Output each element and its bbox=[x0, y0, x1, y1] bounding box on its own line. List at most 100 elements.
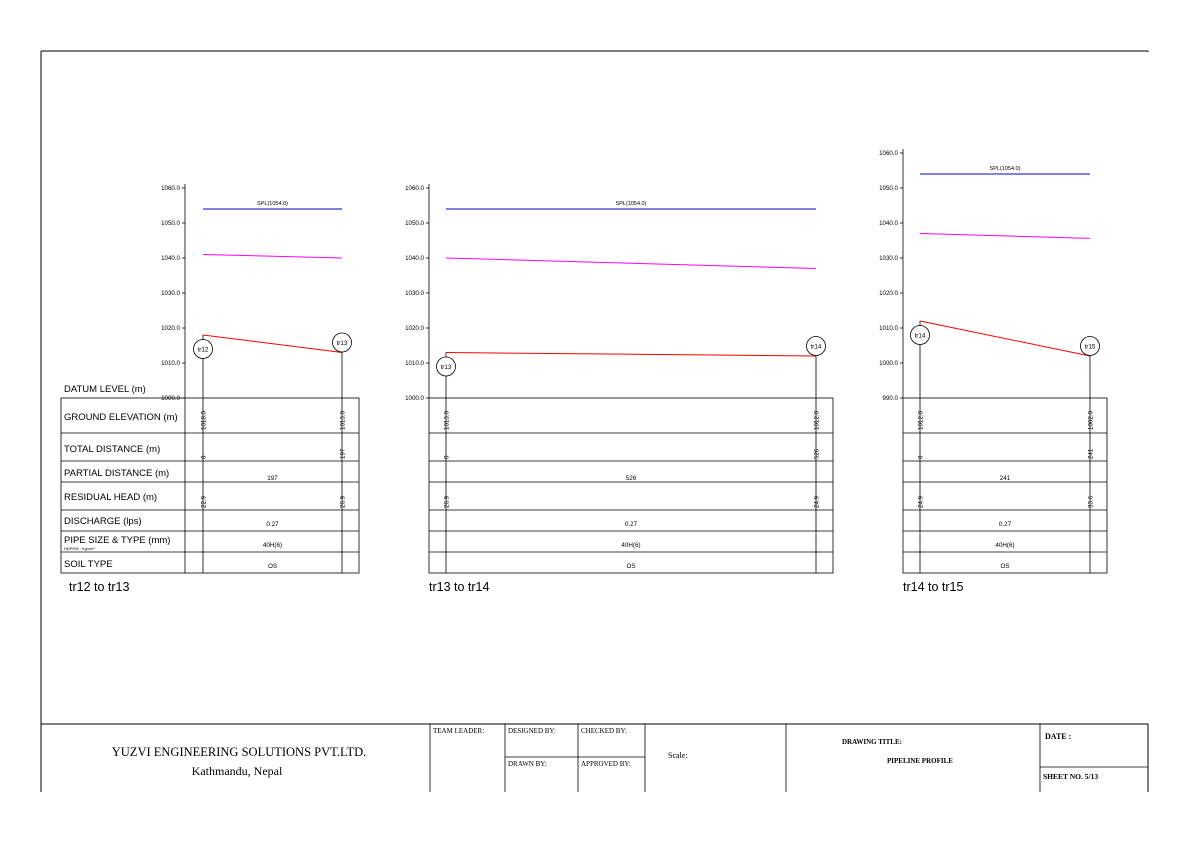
node-label: tr15 bbox=[1085, 343, 1096, 350]
axis-tick-label: 1030.0 bbox=[405, 290, 424, 297]
drawing-title: PIPELINE PROFILE bbox=[887, 757, 953, 765]
total-distance-value: 241 bbox=[1088, 448, 1095, 459]
profile-panel: 1060.0 1050.0 1040.0 1030.0 1020.0 1010.0 1000… bbox=[879, 149, 1108, 594]
profile-panel: 1060.0 1050.0 1040.0 1030.0 1020.0 1010.0 1000… bbox=[405, 184, 834, 594]
data-table bbox=[902, 397, 1108, 574]
axis-tick-label: 1020.0 bbox=[879, 290, 898, 297]
residual-head-value: 22.9 bbox=[201, 495, 208, 508]
node-circle bbox=[910, 325, 930, 345]
axis-tick-label: 1040.0 bbox=[879, 220, 898, 227]
pipe-size-value: 40H(6) bbox=[995, 542, 1014, 549]
profile-caption: tr14 to tr15 bbox=[903, 580, 963, 594]
profile-caption: tr12 to tr13 bbox=[69, 580, 129, 594]
total-distance-label: TOTAL DISTANCE (m) bbox=[64, 444, 160, 455]
total-distance-value: 197 bbox=[340, 448, 347, 459]
ground-line bbox=[202, 334, 343, 353]
node-label: tr14 bbox=[811, 343, 822, 350]
axis-tick-label: 1010.0 bbox=[879, 325, 898, 332]
ground-line bbox=[445, 352, 817, 357]
axis-tick-label: 1040.0 bbox=[405, 255, 424, 262]
residual-head-value: 26.9 bbox=[444, 495, 451, 508]
ground-elevation-value: 1002.0 bbox=[1088, 411, 1095, 430]
axis-tick-label: 1020.0 bbox=[161, 325, 180, 332]
residual-head-value: 26.9 bbox=[340, 495, 347, 508]
axis-tick-label: 1050.0 bbox=[161, 220, 180, 227]
discharge-value: 0.27 bbox=[625, 521, 638, 528]
profiles-layer: 1060.0 1050.0 1040.0 1030.0 1020.0 1010.0 1000… bbox=[60, 149, 1108, 594]
node-label: tr13 bbox=[337, 340, 348, 347]
partial-distance-value: 526 bbox=[626, 475, 637, 482]
ground-line bbox=[919, 320, 1091, 357]
title-block: YUZVI ENGINEERING SOLUTIONS PVT.LTD. Kat… bbox=[41, 723, 1149, 792]
residual-head-value: 33.6 bbox=[1088, 495, 1095, 508]
partial-distance-value: 241 bbox=[1000, 475, 1011, 482]
profile-caption: tr13 to tr14 bbox=[429, 580, 489, 594]
total-distance-value: 526 bbox=[814, 448, 821, 459]
drawing-title-label: DRAWING TITLE: bbox=[842, 738, 902, 746]
axis-tick-label: 1060.0 bbox=[405, 185, 424, 192]
axis-tick-label: 990.0 bbox=[883, 395, 899, 402]
designed-by-label: DESIGNED BY: bbox=[508, 727, 556, 735]
soil-type-value: OS bbox=[268, 563, 277, 570]
ground-elevation-value: 1012.0 bbox=[918, 411, 925, 430]
axis-tick-label: 1050.0 bbox=[879, 185, 898, 192]
axis-tick-label: 1010.0 bbox=[161, 360, 180, 367]
axis-tick-label: 1030.0 bbox=[161, 290, 180, 297]
node-circle bbox=[436, 356, 456, 377]
residual-head-label: RESIDUAL HEAD (m) bbox=[64, 492, 157, 503]
residual-head-value: 24.9 bbox=[918, 495, 925, 508]
discharge-value: 0.27 bbox=[999, 521, 1012, 528]
node-label: tr13 bbox=[441, 364, 452, 371]
spl-label: SPL(1054.0) bbox=[257, 201, 288, 207]
axis-tick-label: 1060.0 bbox=[161, 185, 180, 192]
node-circle bbox=[332, 332, 352, 353]
date-label: DATE : bbox=[1045, 732, 1071, 741]
sheet-number: SHEET NO. 5/13 bbox=[1043, 772, 1098, 781]
partial-distance-label: PARTIAL DISTANCE (m) bbox=[64, 468, 169, 479]
ground-elevation-value: 1013.0 bbox=[444, 411, 451, 430]
hgl-line bbox=[202, 254, 343, 259]
total-distance-value: 0 bbox=[918, 455, 925, 459]
node-circle bbox=[1080, 336, 1100, 356]
axis-tick-label: 1000.0 bbox=[879, 360, 898, 367]
discharge-value: 0.27 bbox=[266, 521, 279, 528]
drawn-by-label: DRAWN BY: bbox=[508, 760, 547, 768]
ground-elevation-value: 1018.0 bbox=[201, 411, 208, 430]
total-distance-value: 0 bbox=[444, 455, 451, 459]
spl-label: SPL(1054.0) bbox=[990, 166, 1021, 172]
axis-tick-label: 1050.0 bbox=[405, 220, 424, 227]
total-distance-value: 0 bbox=[201, 455, 208, 459]
approved-by-label: APPROVED BY: bbox=[581, 760, 631, 768]
axis-tick-label: 1060.0 bbox=[879, 150, 898, 157]
axis-tick-label: 1020.0 bbox=[405, 325, 424, 332]
hgl-line bbox=[919, 233, 1091, 239]
data-table bbox=[428, 397, 834, 574]
pipe-size-label: PIPE SIZE & TYPE (mm) bbox=[64, 535, 170, 546]
axis-tick-label: 1030.0 bbox=[879, 255, 898, 262]
checked-by-label: CHECKED BY: bbox=[581, 727, 627, 735]
discharge-label: DISCHARGE (lps) bbox=[64, 516, 142, 527]
datum-level-label: DATUM LEVEL (m) bbox=[64, 384, 146, 395]
axis-tick-label: 1000.0 bbox=[405, 395, 424, 402]
soil-type-label: SOIL TYPE bbox=[64, 559, 113, 570]
partial-distance-value: 197 bbox=[267, 475, 278, 482]
profile-panel: 1060.0 1050.0 1040.0 1030.0 1020.0 1010.0 1000… bbox=[60, 184, 360, 594]
soil-type-value: OS bbox=[1000, 563, 1009, 570]
scale-label: Scale: bbox=[668, 751, 688, 760]
pipe-size-value: 40H(6) bbox=[621, 542, 640, 549]
data-table bbox=[60, 397, 360, 574]
pipe-class-label: HDPE/6 - Kg/cm² bbox=[64, 546, 95, 551]
team-leader-label: TEAM LEADER: bbox=[433, 727, 484, 735]
axis-tick-label: 1010.0 bbox=[405, 360, 424, 367]
axis-tick-label: 1000.0 bbox=[161, 395, 180, 402]
ground-elevation-value: 1013.0 bbox=[340, 411, 347, 430]
company-name: YUZVI ENGINEERING SOLUTIONS PVT.LTD. bbox=[112, 745, 367, 759]
pipe-size-value: 40H(6) bbox=[263, 542, 282, 549]
ground-elevation-label: GROUND ELEVATION (m) bbox=[64, 412, 178, 423]
residual-head-value: 24.9 bbox=[814, 495, 821, 508]
node-circle bbox=[193, 339, 213, 359]
spl-label: SPL(1054.0) bbox=[616, 201, 647, 207]
node-circle bbox=[806, 336, 826, 356]
company-location: Kathmandu, Nepal bbox=[192, 764, 283, 778]
